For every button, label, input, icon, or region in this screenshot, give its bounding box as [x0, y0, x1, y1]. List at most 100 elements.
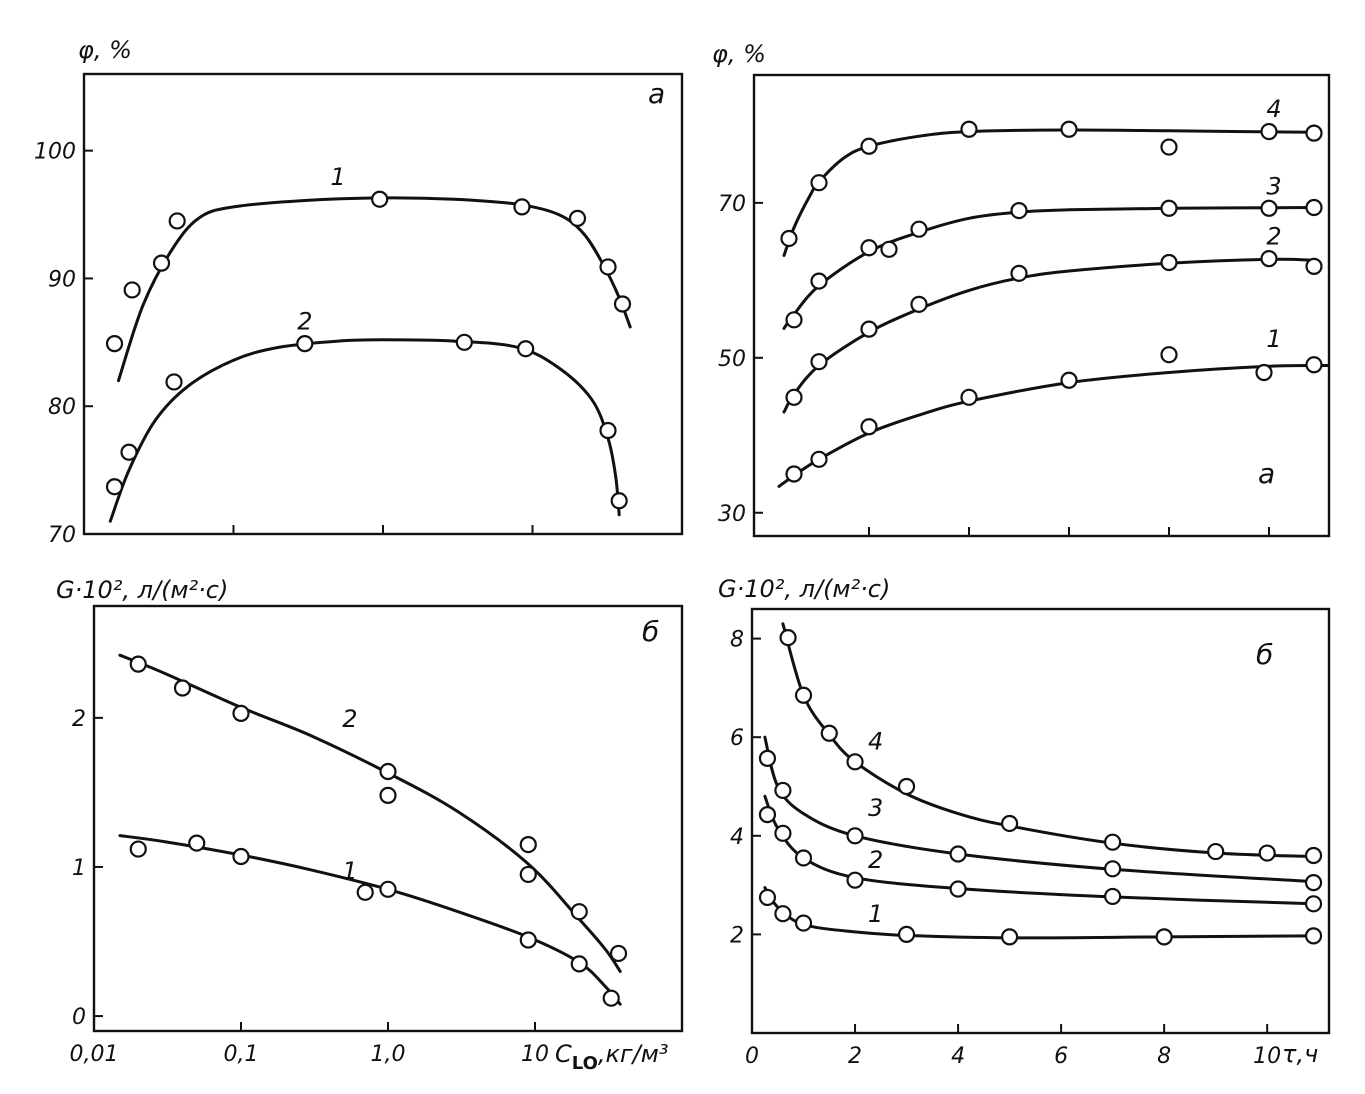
- series-2-point: [846, 871, 864, 889]
- series-4-point: [1304, 846, 1323, 865]
- series-1-point: [1305, 356, 1323, 374]
- series-1-point: [513, 198, 531, 216]
- series-2-point: [455, 333, 473, 351]
- y-tick-label: 90: [48, 267, 76, 292]
- series-2-point: [1305, 257, 1323, 275]
- series-2-point: [610, 492, 628, 510]
- series-3-point: [1104, 860, 1122, 878]
- series-1-point: [232, 847, 250, 866]
- series-4-point: [1260, 122, 1278, 141]
- y-tick-label: 80: [48, 395, 76, 420]
- y-tick-label: 0: [72, 1005, 86, 1030]
- panel-letter: а: [1258, 457, 1275, 490]
- plot-frame: [752, 73, 1331, 538]
- series-2-point: [519, 865, 537, 884]
- series-1-point: [129, 840, 147, 858]
- series-1-label: 1: [868, 900, 883, 928]
- x-tick-label: 8: [1157, 1044, 1171, 1069]
- series-4-point: [1207, 842, 1225, 861]
- series-2-point: [517, 340, 535, 358]
- series-3-point: [758, 749, 777, 767]
- x-tick-label: 0,01: [70, 1042, 119, 1067]
- series-1-point: [794, 914, 813, 932]
- series-4-curve: [782, 128, 1316, 257]
- series-1-point: [860, 418, 878, 436]
- series-1-point: [356, 883, 374, 901]
- series-1-point: [613, 295, 632, 313]
- series-4-point: [960, 120, 978, 138]
- x-tick-label: 10: [1253, 1044, 1281, 1069]
- series-4-point: [780, 229, 798, 248]
- series-1-point: [371, 190, 389, 208]
- y-axis-title: φ, %: [712, 40, 766, 68]
- series-2-label: 2: [1266, 223, 1281, 251]
- x-tick-label: 10: [521, 1042, 549, 1067]
- series-2-point: [570, 903, 588, 921]
- series-1-point: [1255, 363, 1273, 382]
- x-tick-label: 6: [1054, 1044, 1068, 1069]
- series-1-point: [152, 254, 171, 272]
- y-tick-label: 70: [718, 192, 746, 217]
- series-3-label: 3: [1266, 172, 1281, 200]
- series-2-point: [379, 762, 397, 781]
- series-4-point: [779, 628, 797, 647]
- series-4-point: [1104, 833, 1122, 851]
- series-2-point: [1160, 253, 1178, 272]
- series-1-point: [123, 281, 141, 299]
- series-2-label: 2: [342, 705, 357, 733]
- series-4-curve: [781, 622, 1315, 858]
- series-1-label: 1: [1266, 325, 1281, 353]
- series-4-point: [1258, 844, 1276, 862]
- series-3-point: [785, 311, 803, 329]
- series-1-point: [897, 925, 916, 943]
- series-2-point: [379, 786, 397, 804]
- series-1-label: 1: [342, 857, 357, 885]
- y-tick-label: 2: [730, 923, 744, 948]
- series-3-point: [1304, 874, 1323, 892]
- series-3-point: [774, 781, 792, 800]
- series-2-point: [120, 443, 138, 461]
- panel-letter: б: [642, 615, 659, 648]
- series-1-point: [168, 212, 186, 230]
- y-tick-label: 2: [72, 707, 86, 732]
- series-2-point: [519, 835, 537, 854]
- x-tick-label: 0,1: [224, 1042, 259, 1067]
- panel-bottom-left: 0 1 2 0,01 0,1 1,0 10 G·10², л/(м²·с) б CLO,кг/м³…: [56, 576, 684, 1074]
- panel-bottom-right: 2 4 6 8 0 2 4 6 8 10 G·10², л/(м²·с) б τ,ч 1 2 3 4: [718, 575, 1331, 1069]
- series-3-point: [1260, 199, 1278, 217]
- series-1-point: [570, 955, 588, 973]
- plot-frame: [750, 607, 1331, 1035]
- series-1-curve: [117, 196, 632, 383]
- series-2-point: [774, 824, 792, 842]
- series-1-point: [960, 388, 978, 406]
- panel-letter: б: [1256, 638, 1273, 671]
- series-1-point: [774, 905, 792, 923]
- x-axis-title: τ,ч: [1282, 1040, 1318, 1068]
- y-tick-label: 1: [72, 856, 86, 881]
- y-tick-label: 8: [730, 628, 744, 653]
- series-3-point: [846, 827, 864, 845]
- series-2-label: 2: [868, 846, 883, 874]
- y-tick-label: 30: [718, 502, 746, 527]
- plot-frame: [82, 72, 684, 536]
- series-3-point: [860, 239, 878, 257]
- series-2-label: 2: [297, 308, 312, 336]
- series-4-point: [810, 174, 828, 192]
- y-tick-label: 4: [730, 825, 744, 850]
- y-axis-title: G·10², л/(м²·с): [56, 576, 228, 604]
- series-3-point: [1305, 198, 1323, 217]
- series-1-point: [810, 450, 828, 468]
- series-4-point: [860, 137, 878, 155]
- series-1-point: [1304, 927, 1323, 945]
- series-2-point: [105, 478, 124, 496]
- series-3-point: [810, 272, 828, 290]
- series-2-point: [599, 421, 617, 440]
- series-2-point: [129, 655, 147, 673]
- series-1-point: [1060, 371, 1078, 389]
- series-2-point: [165, 373, 183, 391]
- series-3-point: [949, 845, 967, 863]
- series-2-point: [173, 679, 192, 697]
- series-3-point: [1010, 201, 1028, 220]
- x-axis-title: CLO,кг/м³: [555, 1040, 668, 1074]
